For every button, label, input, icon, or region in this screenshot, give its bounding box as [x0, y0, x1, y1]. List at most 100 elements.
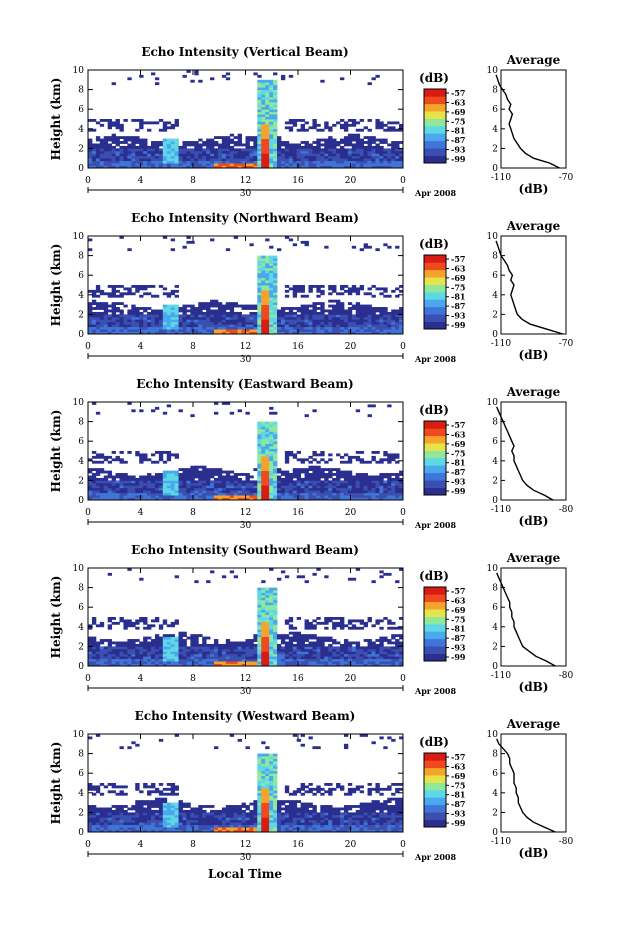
heatmap-cell	[151, 72, 155, 75]
heatmap-cell	[265, 261, 269, 264]
heatmap-cell	[179, 632, 183, 635]
heatmap-cell	[285, 575, 289, 578]
heatmap-cell	[218, 314, 222, 317]
heatmap-cell	[198, 144, 202, 147]
heatmap-cell	[100, 324, 104, 327]
heatmap-cell	[163, 305, 167, 308]
heatmap-cell	[265, 588, 269, 591]
heatmap-cell	[265, 488, 269, 491]
heatmap-cell	[210, 468, 214, 471]
heatmap-cell	[123, 156, 127, 159]
heatmap-cell	[175, 158, 179, 161]
panel-1: Echo Intensity (Vertical Beam)0246810Hei…	[49, 45, 574, 199]
heatmap-cell	[210, 144, 214, 147]
heatmap-cell	[234, 575, 238, 578]
heatmap-cell	[202, 151, 206, 154]
heatmap-cell	[281, 307, 285, 310]
heatmap-cell	[183, 654, 187, 657]
heatmap-cell	[336, 453, 340, 456]
heatmap-cell	[273, 261, 277, 264]
heatmap-cell	[316, 317, 320, 320]
heatmap-cell	[364, 483, 368, 486]
heatmap-cell	[135, 324, 139, 327]
heatmap-cell	[273, 610, 277, 613]
heatmap-cell	[194, 634, 198, 637]
heatmap-cell	[179, 639, 183, 642]
heatmap-cell	[324, 329, 328, 332]
heatmap-cell	[316, 307, 320, 310]
heatmap-cell	[257, 261, 261, 264]
heatmap-cell	[261, 468, 265, 471]
heatmap-cell	[269, 627, 273, 630]
heatmap-cell	[320, 148, 324, 151]
heatmap-cell	[253, 661, 257, 664]
heatmap-cell	[163, 490, 167, 493]
heatmap-cell	[167, 327, 171, 330]
heatmap-cell	[234, 163, 238, 166]
heatmap-cell	[309, 485, 313, 488]
heatmap-cell	[293, 627, 297, 630]
heatmap-cell	[269, 119, 273, 122]
heatmap-cell	[123, 461, 127, 464]
heatmap-cell	[171, 163, 175, 166]
heatmap-cell	[332, 300, 336, 303]
heatmap-cell	[222, 644, 226, 647]
heatmap-cell	[143, 317, 147, 320]
heatmap-cell	[92, 622, 96, 625]
heatmap-cell	[309, 312, 313, 315]
heatmap-cell	[305, 624, 309, 627]
heatmap-cell	[273, 485, 277, 488]
heatmap-cell	[163, 153, 167, 156]
heatmap-cell	[190, 473, 194, 476]
heatmap-cell	[159, 644, 163, 647]
heatmap-cell	[257, 490, 261, 493]
heatmap-cell	[183, 659, 187, 662]
heatmap-cell	[387, 480, 391, 483]
heatmap-cell	[183, 319, 187, 322]
heatmap-cell	[88, 163, 92, 166]
heatmap-cell	[324, 163, 328, 166]
heatmap-cell	[218, 310, 222, 313]
heatmap-cell	[387, 329, 391, 332]
heatmap-cell	[210, 158, 214, 161]
heatmap-cell	[135, 136, 139, 139]
heatmap-cell	[155, 649, 159, 652]
heatmap-cell	[135, 158, 139, 161]
heatmap-cell	[265, 429, 269, 432]
heatmap-cell	[265, 619, 269, 622]
heatmap-cell	[175, 124, 179, 127]
heatmap-cell	[261, 453, 265, 456]
heatmap-cell	[167, 163, 171, 166]
heatmap-cell	[104, 476, 108, 479]
heatmap-cell	[281, 483, 285, 486]
heatmap-cell	[194, 639, 198, 642]
heatmap-cell	[226, 141, 230, 144]
heatmap-cell	[210, 483, 214, 486]
heatmap-cell	[96, 290, 100, 293]
heatmap-cell	[139, 644, 143, 647]
heatmap-cell	[340, 148, 344, 151]
heatmap-cell	[257, 126, 261, 129]
heatmap-cell	[190, 649, 194, 652]
heatmap-cell	[273, 114, 277, 117]
heatmap-cell	[273, 468, 277, 471]
heatmap-cell	[234, 153, 238, 156]
heatmap-cell	[383, 661, 387, 664]
heatmap-cell	[273, 72, 277, 75]
heatmap-cell	[92, 473, 96, 476]
heatmap-cell	[167, 483, 171, 486]
heatmap-cell	[179, 327, 183, 330]
heatmap-cell	[159, 656, 163, 659]
heatmap-cell	[372, 161, 376, 164]
heatmap-cell	[218, 148, 222, 151]
heatmap-cell	[198, 158, 202, 161]
heatmap-cell	[186, 471, 190, 474]
heatmap-cell	[108, 126, 112, 129]
heatmap-cell	[151, 409, 155, 412]
heatmap-cell	[360, 161, 364, 164]
heatmap-cell	[340, 322, 344, 325]
heatmap-cell	[198, 319, 202, 322]
heatmap-cell	[127, 476, 131, 479]
heatmap-cell	[293, 471, 297, 474]
heatmap-cell	[198, 161, 202, 164]
